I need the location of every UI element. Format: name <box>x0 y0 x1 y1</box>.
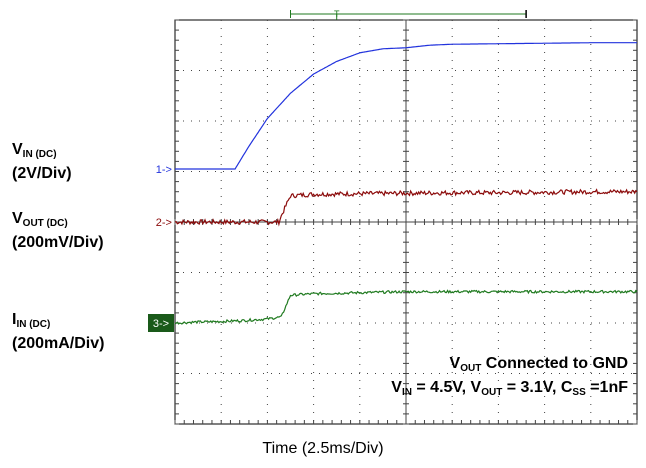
vout-label: VOUT (DC) <box>12 210 68 229</box>
trace-ch3 <box>174 289 638 325</box>
trace-ch2 <box>174 188 638 227</box>
vin-scale: (2V/Div) <box>12 165 72 182</box>
trigger-label: T <box>334 9 340 19</box>
traces <box>174 42 638 325</box>
iin-scale: (200mA/Div) <box>12 335 105 352</box>
annotation-line-2: VIN = 4.5V, VOUT = 3.1V, CSS =1nF <box>391 379 628 398</box>
channel-markers: 1-> 2-> 3-> <box>148 164 174 332</box>
ch3-marker: 3-> <box>153 318 169 330</box>
ch1-marker: 1-> <box>156 164 172 176</box>
vout-scale: (200mV/Div) <box>12 234 104 251</box>
annotation-line-1: VOUT Connected to GND <box>449 355 628 374</box>
ch2-marker: 2-> <box>156 217 172 229</box>
iin-label: IIN (DC) <box>12 311 51 330</box>
x-axis-label: Time (2.5ms/Div) <box>262 440 384 457</box>
ch3-marker-box <box>148 314 174 332</box>
trace-ch1 <box>175 42 637 170</box>
trigger-position-bar: T <box>290 9 527 20</box>
vin-label: VIN (DC) <box>12 141 57 160</box>
